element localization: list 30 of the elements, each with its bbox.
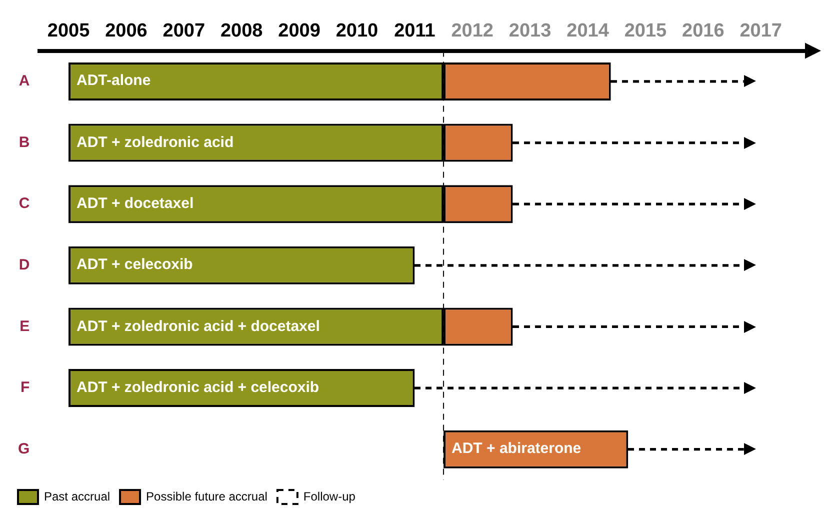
annotation: ADT-alone (76, 72, 151, 90)
x-tick-label: 2011 (394, 20, 436, 42)
x-tick-label: 2010 (336, 20, 378, 42)
x-tick-label: 2006 (105, 20, 148, 42)
y-tick-label: G (18, 440, 30, 458)
y-tick-label: A (18, 72, 30, 90)
x-tick-label: 2017 (740, 20, 782, 42)
annotation: ADT + abiraterone (452, 440, 582, 458)
x-tick-label: 2005 (47, 20, 90, 42)
y-tick-label: B (18, 134, 30, 151)
annotation: ADT + zoledronic acid + celecoxib (76, 379, 320, 398)
x-tick-label: 2012 (451, 20, 494, 42)
y-tick-label: D (18, 256, 30, 274)
x-tick-label: 2008 (220, 20, 263, 42)
annotation: ADT + docetaxel (76, 195, 194, 214)
y-tick-label: F (20, 379, 30, 396)
annotation: ADT + zoledronic acid + docetaxel (76, 318, 320, 336)
annotation: ADT + zoledronic acid (76, 134, 234, 152)
y-tick-label: E (20, 318, 30, 335)
x-tick-label: 2016 (682, 20, 724, 42)
legend-label: Possible future accrual (146, 489, 268, 504)
annotation: ADT + celecoxib (76, 256, 193, 274)
legend-label: Follow-up (303, 489, 356, 504)
x-tick-label: 2007 (162, 20, 206, 42)
x-tick-label: 2014 (566, 20, 610, 42)
x-tick-label: 2013 (508, 20, 552, 42)
legend-label: Past accrual (44, 489, 110, 504)
x-tick-label: 2015 (624, 20, 668, 42)
x-tick-label: 2009 (278, 20, 320, 42)
y-tick-label: C (18, 195, 30, 212)
